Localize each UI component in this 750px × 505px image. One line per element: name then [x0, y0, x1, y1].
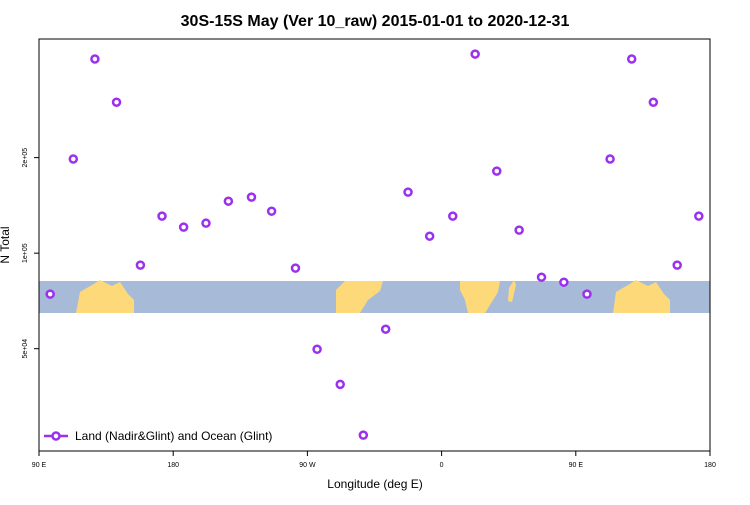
- point: [201, 218, 211, 228]
- x-tick-label: 0: [440, 462, 444, 469]
- point: [178, 222, 189, 232]
- y-tick-label: 2e+05: [22, 148, 29, 168]
- chart-title: 30S-15S May (Ver 10_raw) 2015-01-01 to 2…: [181, 13, 570, 30]
- point: [157, 211, 167, 221]
- land: [508, 280, 516, 302]
- point: [223, 196, 234, 206]
- point: [648, 97, 659, 107]
- legend-label: Land (Nadir&Glint) and Ocean (Glint): [75, 429, 272, 443]
- point: [424, 231, 435, 241]
- point: [358, 430, 369, 440]
- x-tick-label: 180: [704, 462, 716, 469]
- x-tick-label: 90 W: [299, 462, 316, 469]
- point: [68, 154, 79, 164]
- point: [403, 187, 413, 197]
- plot-frame: [38, 38, 711, 452]
- x-tick-label: 90 E: [569, 462, 584, 469]
- point: [111, 97, 122, 107]
- point: [559, 277, 569, 287]
- y-axis-label: N Total: [0, 226, 12, 263]
- point: [246, 192, 257, 202]
- point: [448, 211, 458, 221]
- point: [492, 166, 502, 176]
- map-strip: [39, 280, 710, 313]
- point: [335, 379, 345, 390]
- point: [266, 206, 277, 216]
- point: [312, 344, 322, 354]
- point: [135, 260, 146, 270]
- point: [90, 54, 100, 64]
- x-tick-label: 90 E: [32, 462, 47, 469]
- point: [290, 263, 301, 273]
- point: [582, 289, 592, 299]
- point: [470, 49, 480, 59]
- point: [45, 289, 55, 299]
- point: [380, 324, 391, 334]
- x-axis-label: Longitude (deg E): [327, 477, 422, 491]
- y-tick-label: 1e+05: [22, 243, 29, 263]
- point: [536, 272, 547, 282]
- point: [605, 154, 615, 164]
- land: [613, 280, 670, 313]
- land: [336, 281, 383, 313]
- y-tick-label: 5e+04: [22, 339, 29, 359]
- point: [514, 225, 524, 235]
- x-tick-label: 180: [167, 462, 179, 469]
- point: [626, 54, 637, 64]
- point: [694, 211, 704, 221]
- legend-marker: [51, 431, 61, 441]
- land: [76, 280, 134, 313]
- point: [672, 260, 682, 270]
- land: [460, 281, 500, 313]
